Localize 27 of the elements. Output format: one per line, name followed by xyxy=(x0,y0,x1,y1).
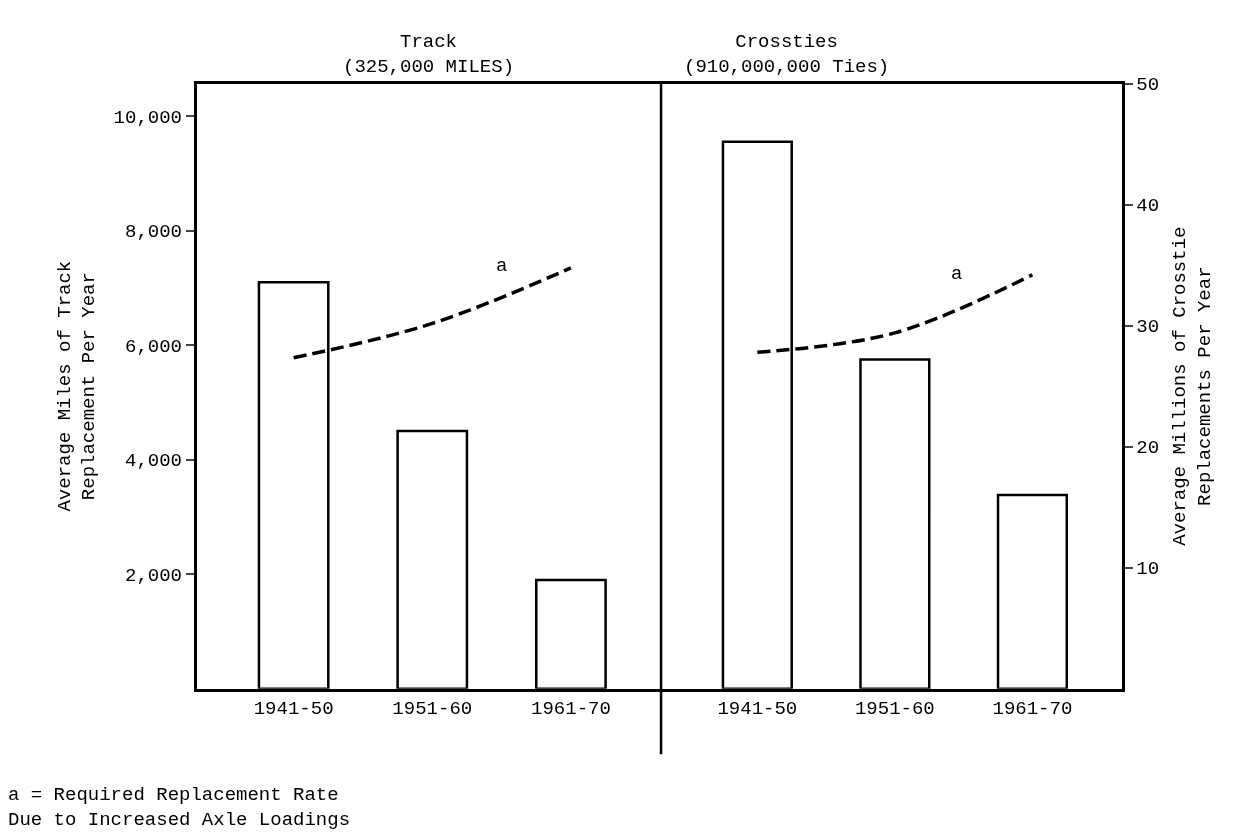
y-tick-label: 6,000 xyxy=(125,335,183,358)
chart-title: Track (325,000 MILES) xyxy=(343,31,515,78)
x-tick-label: 1941-50 xyxy=(717,698,798,721)
bar xyxy=(396,429,469,689)
series-label: a xyxy=(496,255,508,277)
y2-axis-title: Average Millions of Crosstie Replacements Per Year xyxy=(1168,226,1216,546)
x-tick-label: 1961-70 xyxy=(531,698,611,721)
bar xyxy=(535,578,607,689)
bar xyxy=(859,358,931,689)
y2-tick-label: 20 xyxy=(1136,437,1160,460)
text: a = Required Replacement Rate Due to Increased Axle Loadings xyxy=(8,784,351,831)
x-tick-label: 1941-50 xyxy=(253,698,334,721)
y2-tick-label: 10 xyxy=(1136,558,1160,581)
y-axis-title: Average Miles of Track Replacement Per Year xyxy=(53,260,101,512)
y2-tick-label: 30 xyxy=(1136,316,1160,339)
x-tick-label: 1961-70 xyxy=(992,698,1073,721)
x-tick-label: 1951-60 xyxy=(392,698,473,721)
x-tick-label: 1951-60 xyxy=(854,698,935,721)
y-tick-label: 8,000 xyxy=(125,221,183,244)
y2-tick-label: 50 xyxy=(1136,74,1160,97)
y-tick-label: 4,000 xyxy=(125,450,183,473)
y-tick-label: 10,000 xyxy=(113,106,183,129)
bar xyxy=(996,493,1069,689)
y-tick-label: 2,000 xyxy=(125,564,183,587)
y2-tick-label: 40 xyxy=(1136,195,1160,218)
chart-title: Crossties (910,000,000 Ties) xyxy=(684,31,890,78)
series-label: a xyxy=(951,263,963,285)
